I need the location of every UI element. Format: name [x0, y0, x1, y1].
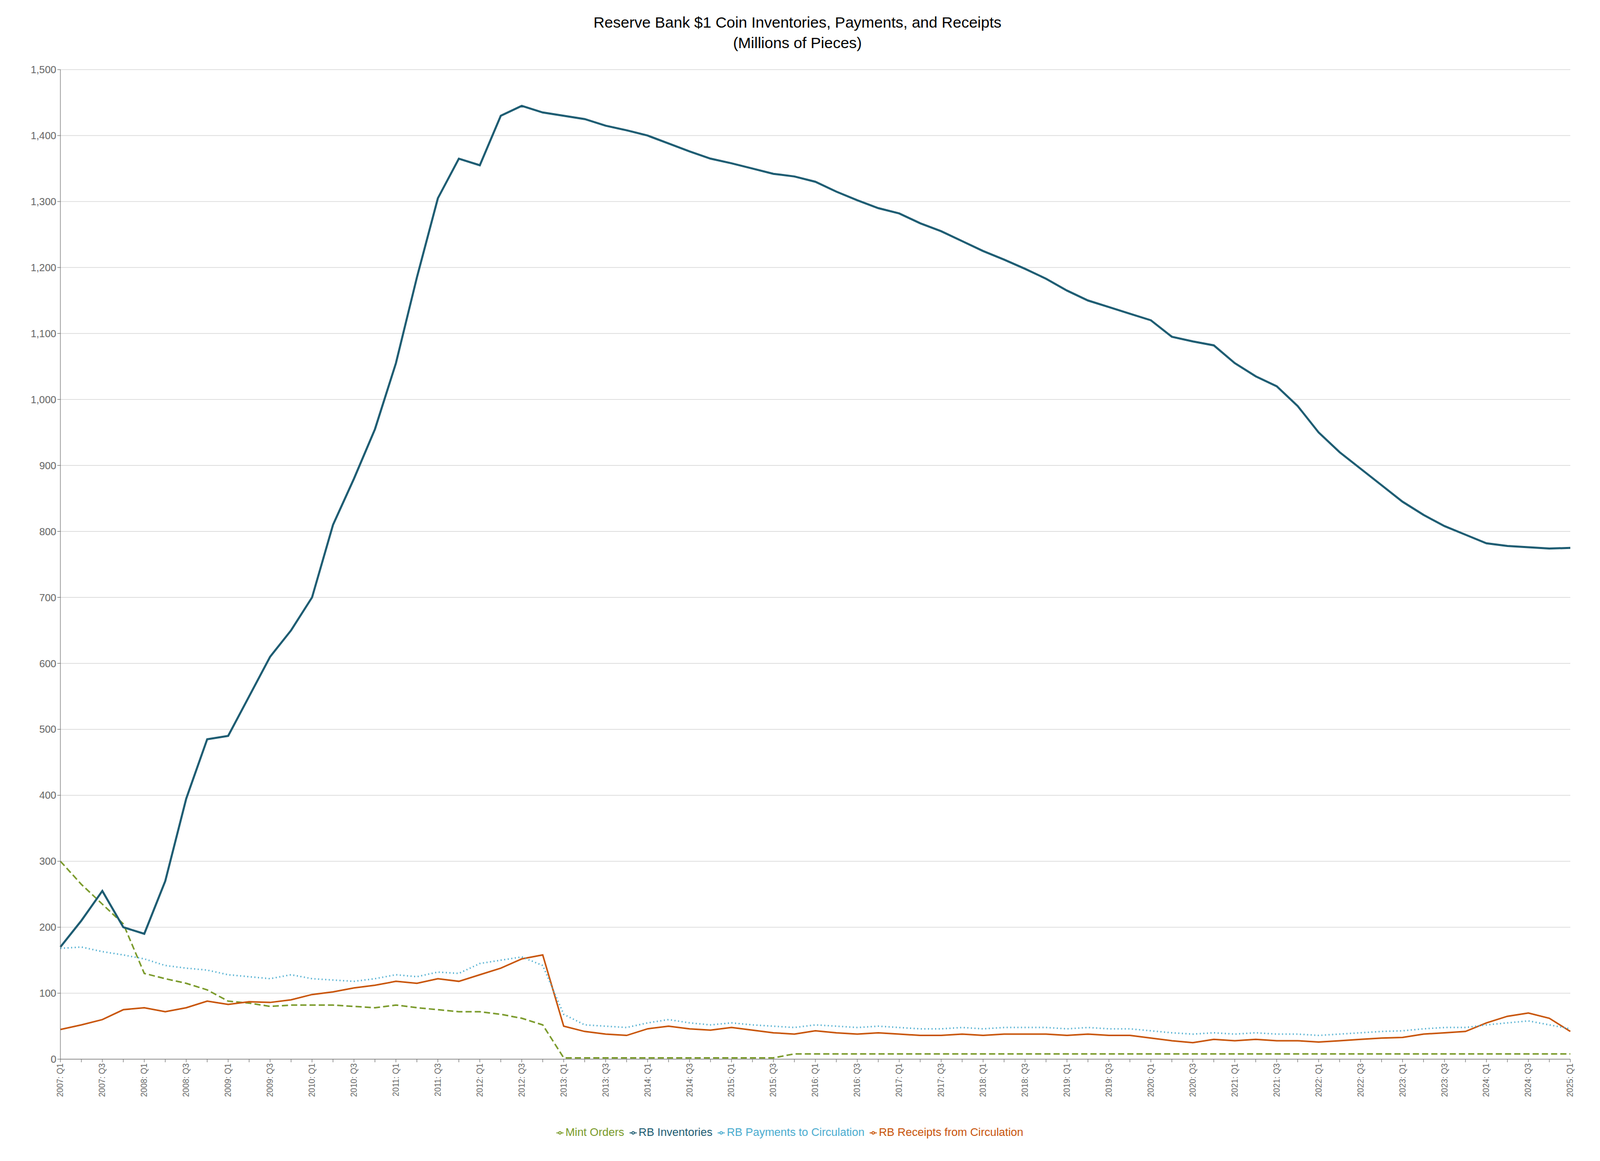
svg-text:2016: Q3: 2016: Q3	[852, 1063, 862, 1098]
svg-text:2019: Q3: 2019: Q3	[1104, 1063, 1114, 1098]
svg-text:1,200: 1,200	[30, 262, 57, 274]
svg-text:0: 0	[50, 1053, 57, 1066]
svg-text:2012: Q1: 2012: Q1	[475, 1063, 485, 1098]
svg-text:2011: Q3: 2011: Q3	[433, 1063, 443, 1097]
svg-text:100: 100	[39, 987, 57, 1000]
svg-text:2009: Q1: 2009: Q1	[223, 1063, 233, 1098]
svg-text:2012: Q3: 2012: Q3	[517, 1063, 527, 1098]
svg-text:1,500: 1,500	[30, 63, 57, 76]
svg-text:2025: Q1: 2025: Q1	[1565, 1063, 1575, 1098]
svg-text:2008: Q1: 2008: Q1	[139, 1063, 149, 1098]
svg-text:2013: Q1: 2013: Q1	[559, 1063, 569, 1098]
html-text:RB Inventories: RB Inventories	[638, 1126, 713, 1139]
svg-text:2023: Q1: 2023: Q1	[1398, 1063, 1408, 1098]
svg-text:2010: Q1: 2010: Q1	[307, 1063, 317, 1098]
svg-text:1,300: 1,300	[30, 196, 57, 208]
svg-text:2022: Q1: 2022: Q1	[1314, 1063, 1324, 1098]
svg-text:200: 200	[39, 921, 57, 934]
svg-text:900: 900	[39, 460, 57, 472]
svg-text:500: 500	[39, 723, 57, 735]
svg-text:2011: Q1: 2011: Q1	[391, 1063, 401, 1097]
html-text:RB Payments to Circulation: RB Payments to Circulation	[726, 1126, 865, 1139]
html-text:(Millions of Pieces): (Millions of Pieces)	[733, 34, 862, 52]
svg-text:2010: Q3: 2010: Q3	[349, 1063, 359, 1098]
svg-text:600: 600	[39, 658, 57, 670]
svg-text:2015: Q1: 2015: Q1	[726, 1063, 736, 1098]
svg-text:2014: Q3: 2014: Q3	[685, 1063, 695, 1098]
svg-text:2014: Q1: 2014: Q1	[643, 1063, 653, 1098]
svg-text:2016: Q1: 2016: Q1	[810, 1063, 820, 1098]
svg-text:2015: Q3: 2015: Q3	[768, 1063, 778, 1098]
html-text:RB Receipts from Circulation: RB Receipts from Circulation	[878, 1126, 1024, 1139]
svg-text:2021: Q1: 2021: Q1	[1230, 1063, 1240, 1098]
svg-text:2009: Q3: 2009: Q3	[265, 1063, 275, 1098]
svg-text:2024: Q3: 2024: Q3	[1523, 1063, 1533, 1098]
svg-text:1,000: 1,000	[30, 394, 57, 406]
svg-text:2019: Q1: 2019: Q1	[1062, 1063, 1072, 1098]
svg-text:2007: Q3: 2007: Q3	[97, 1063, 107, 1098]
svg-text:2017: Q1: 2017: Q1	[894, 1063, 904, 1098]
svg-text:2021: Q3: 2021: Q3	[1272, 1063, 1282, 1098]
svg-text:2017: Q3: 2017: Q3	[936, 1063, 946, 1098]
svg-text:300: 300	[39, 855, 57, 868]
svg-text:2008: Q3: 2008: Q3	[181, 1063, 191, 1098]
html-text:Reserve Bank $1 Coin Inventori: Reserve Bank $1 Coin Inventories, Paymen…	[593, 13, 1002, 31]
svg-text:700: 700	[39, 592, 57, 604]
svg-text:2018: Q3: 2018: Q3	[1020, 1063, 1030, 1098]
svg-text:400: 400	[39, 789, 57, 802]
svg-text:2018: Q1: 2018: Q1	[978, 1063, 988, 1098]
svg-text:2024: Q1: 2024: Q1	[1481, 1063, 1491, 1098]
svg-text:2020: Q3: 2020: Q3	[1188, 1063, 1198, 1098]
svg-text:2023: Q3: 2023: Q3	[1440, 1063, 1450, 1098]
svg-text:2007: Q1: 2007: Q1	[55, 1063, 65, 1098]
svg-text:2022: Q3: 2022: Q3	[1356, 1063, 1366, 1098]
svg-text:1,100: 1,100	[30, 328, 57, 340]
svg-text:800: 800	[39, 526, 57, 538]
svg-text:2020: Q1: 2020: Q1	[1146, 1063, 1156, 1098]
html-text:Mint Orders: Mint Orders	[565, 1126, 625, 1139]
svg-text:2013: Q3: 2013: Q3	[601, 1063, 611, 1098]
svg-text:1,400: 1,400	[30, 130, 57, 142]
